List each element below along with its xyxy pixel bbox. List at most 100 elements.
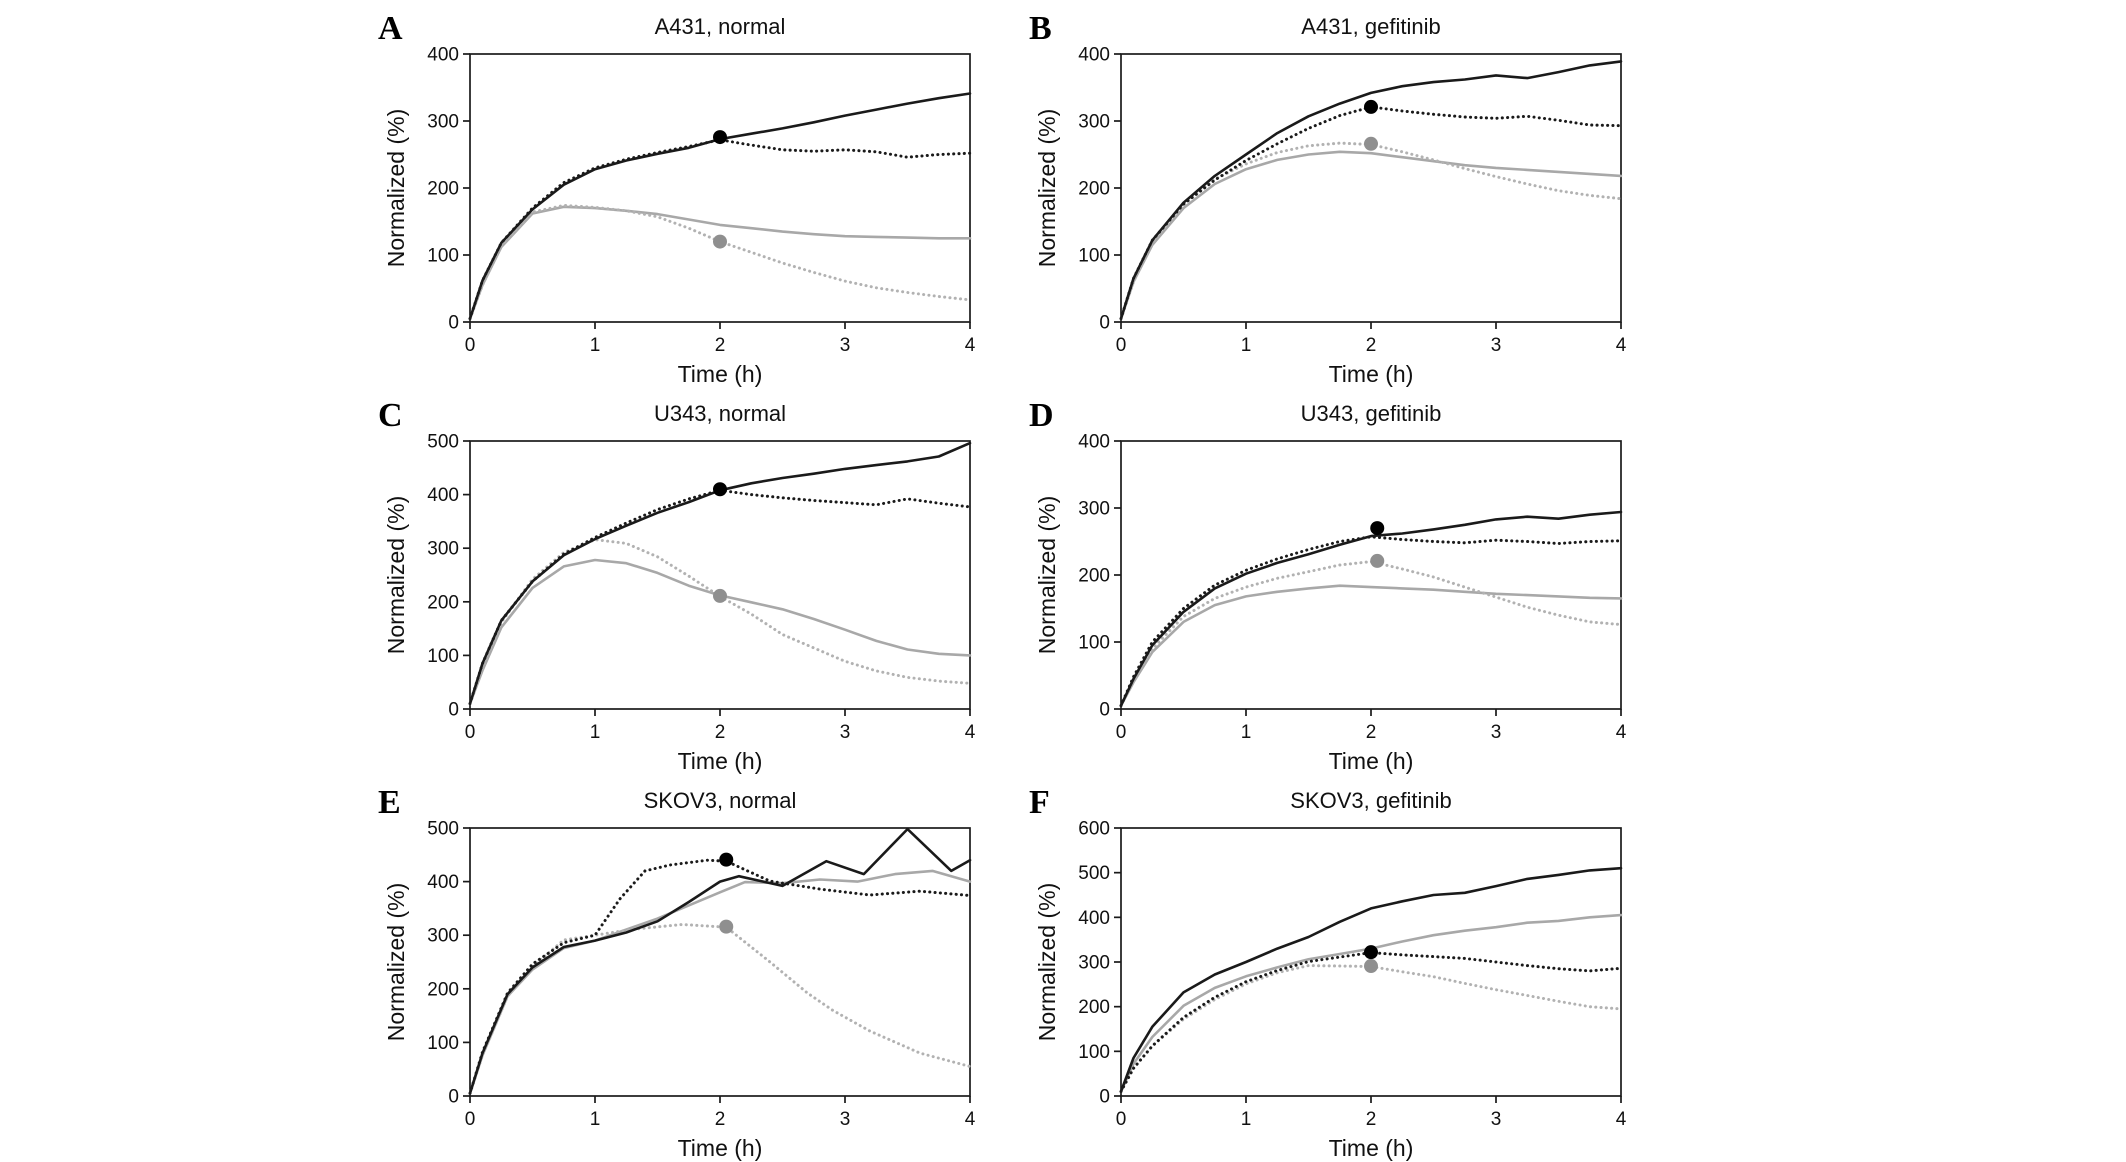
x-tick-label: 4 — [965, 1109, 976, 1130]
y-tick-label: 200 — [427, 179, 459, 200]
series-line-black-solid — [1119, 60, 1623, 320]
x-tick-label: 0 — [465, 722, 476, 743]
y-tick-label: 100 — [427, 646, 459, 667]
series-line-black-dotted — [1119, 951, 1623, 1093]
x-tick-label: 0 — [1116, 722, 1127, 743]
series-line-gray-solid — [1119, 913, 1623, 1093]
series-line-black-dotted — [1119, 535, 1623, 708]
chart-panel-e: 0 100 200 300 400 500 0 1 2 3 4 Time (h) Normalized … — [370, 782, 1005, 1162]
chart-plot-c: 0 100 200 300 400 500 0 1 2 3 4 Time (h) Normalized … — [383, 432, 976, 775]
x-tick-label: 4 — [1616, 1109, 1627, 1130]
y-tick-label: 200 — [1078, 566, 1110, 587]
y-axis-label: Normalized (%) — [383, 109, 409, 267]
marker-dot-0 — [1364, 945, 1378, 960]
y-tick-label: 100 — [427, 246, 459, 267]
marker-dot-1 — [1370, 553, 1385, 568]
panel-letter-f: F — [1029, 784, 1050, 821]
y-axis-label: Normalized (%) — [1034, 109, 1060, 267]
x-tick-label: 0 — [1116, 335, 1127, 356]
chart-title-a: A431, normal — [654, 14, 786, 39]
panel-letter-b: B — [1029, 10, 1052, 47]
y-tick-label: 100 — [1078, 246, 1110, 267]
x-tick-label: 1 — [590, 335, 601, 356]
series-line-gray-dotted — [468, 923, 972, 1095]
y-tick-label: 600 — [1078, 819, 1110, 840]
y-tick-label: 300 — [1078, 112, 1110, 133]
x-tick-label: 3 — [1491, 1109, 1502, 1130]
series-line-gray-solid — [1119, 150, 1623, 320]
x-tick-label: 2 — [1366, 722, 1377, 743]
chart-panel-d: 0 100 200 300 400 0 1 2 3 4 Time (h) Normalized (%)… — [1021, 395, 1656, 775]
series-line-black-dotted — [468, 488, 972, 706]
series-line-black-solid — [1119, 866, 1623, 1093]
series-line-gray-solid — [468, 869, 972, 1095]
panel-letter-d: D — [1029, 397, 1054, 434]
marker-dot-0 — [713, 482, 727, 497]
series-line-black-solid — [468, 92, 972, 320]
y-tick-label: 200 — [427, 592, 459, 613]
chart-panel-c: 0 100 200 300 400 500 0 1 2 3 4 Time (h) Normalized … — [370, 395, 1005, 775]
y-tick-label: 100 — [427, 1033, 459, 1054]
x-tick-label: 4 — [1616, 335, 1627, 356]
series-line-gray-solid — [1119, 584, 1623, 707]
y-tick-label: 400 — [1078, 908, 1110, 929]
y-tick-label: 300 — [427, 926, 459, 947]
axis-frame — [469, 53, 971, 323]
series-line-black-solid — [468, 441, 972, 705]
x-axis-label: Time (h) — [1329, 361, 1414, 387]
series-line-black-dotted — [1119, 105, 1623, 321]
chart-panel-f: 0 100 200 300 400 500 600 0 1 2 3 4 Time (h) Normaliz… — [1021, 782, 1656, 1162]
series-line-gray-solid — [468, 558, 972, 705]
x-tick-label: 0 — [1116, 1109, 1127, 1130]
x-tick-label: 2 — [1366, 335, 1377, 356]
x-tick-label: 0 — [465, 1109, 476, 1130]
marker-dot-0 — [719, 852, 734, 867]
y-tick-label: 500 — [1078, 863, 1110, 884]
marker-dot-0 — [713, 130, 727, 145]
x-axis-label: Time (h) — [678, 748, 763, 774]
x-tick-label: 1 — [1241, 335, 1252, 356]
x-tick-label: 4 — [965, 722, 976, 743]
y-tick-label: 300 — [427, 539, 459, 560]
chart-plot-d: 0 100 200 300 400 0 1 2 3 4 Time (h) Normalized (%) — [1034, 432, 1627, 775]
marker-dot-1 — [719, 919, 734, 934]
x-axis-label: Time (h) — [678, 1135, 763, 1161]
series-line-gray-dotted — [468, 538, 972, 706]
y-tick-label: 500 — [427, 432, 459, 453]
marker-dot-1 — [713, 588, 727, 603]
x-tick-label: 4 — [1616, 722, 1627, 743]
axis-frame — [469, 440, 971, 710]
y-tick-label: 0 — [1099, 313, 1110, 334]
x-axis-label: Time (h) — [1329, 1135, 1414, 1161]
series-line-gray-dotted — [1119, 560, 1623, 708]
y-tick-label: 400 — [427, 872, 459, 893]
chart-plot-b: 0 100 200 300 400 0 1 2 3 4 Time (h) Normalized (%) — [1034, 45, 1627, 388]
x-axis-label: Time (h) — [678, 361, 763, 387]
x-tick-label: 2 — [715, 1109, 726, 1130]
y-tick-label: 0 — [448, 700, 459, 721]
x-tick-label: 3 — [1491, 722, 1502, 743]
x-tick-label: 2 — [715, 722, 726, 743]
marker-dot-1 — [1364, 136, 1378, 151]
series-line-black-dotted — [468, 858, 972, 1095]
chart-plot-e: 0 100 200 300 400 500 0 1 2 3 4 Time (h) Normalized … — [383, 819, 976, 1162]
y-tick-label: 500 — [427, 819, 459, 840]
x-tick-label: 3 — [1491, 335, 1502, 356]
y-tick-label: 400 — [427, 485, 459, 506]
series-line-gray-dotted — [1119, 141, 1623, 321]
y-tick-label: 200 — [427, 979, 459, 1000]
y-axis-label: Normalized (%) — [1034, 496, 1060, 654]
y-tick-label: 0 — [448, 1087, 459, 1108]
y-tick-label: 400 — [427, 45, 459, 66]
x-tick-label: 4 — [965, 335, 976, 356]
x-tick-label: 2 — [1366, 1109, 1377, 1130]
y-tick-label: 400 — [1078, 45, 1110, 66]
chart-plot-a: 0 100 200 300 400 0 1 2 3 4 Time (h) Normalized (%) — [383, 45, 976, 388]
chart-title-c: U343, normal — [653, 401, 787, 426]
chart-title-d: U343, gefitinib — [1300, 401, 1442, 426]
x-tick-label: 0 — [465, 335, 476, 356]
marker-dot-1 — [713, 234, 727, 249]
chart-title-e: SKOV3, normal — [643, 788, 797, 813]
x-tick-label: 1 — [590, 1109, 601, 1130]
y-tick-label: 300 — [1078, 499, 1110, 520]
